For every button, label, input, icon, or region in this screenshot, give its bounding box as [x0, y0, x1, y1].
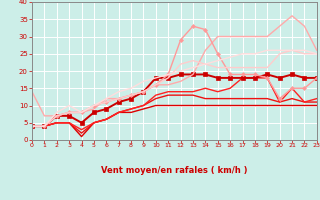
X-axis label: Vent moyen/en rafales ( km/h ): Vent moyen/en rafales ( km/h )	[101, 166, 248, 175]
